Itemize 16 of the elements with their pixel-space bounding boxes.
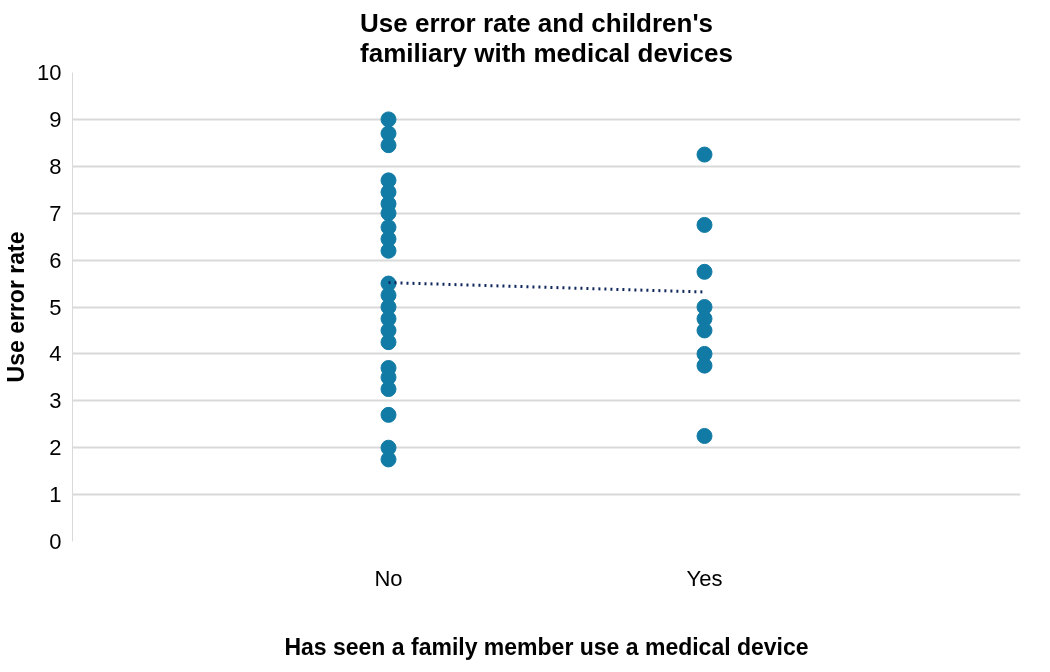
x-tick-label: Yes <box>686 565 723 591</box>
y-tick-label: 3 <box>49 388 62 414</box>
y-tick-label: 4 <box>49 341 62 367</box>
x-tick-label: No <box>374 565 403 591</box>
y-tick-label: 2 <box>49 435 62 461</box>
y-tick-label: 0 <box>49 529 62 554</box>
y-tick-label: 9 <box>49 106 62 132</box>
x-axis-title: Has seen a family member use a medical device <box>284 633 809 660</box>
y-tick-label: 5 <box>49 294 62 320</box>
y-tick-label: 10 <box>37 60 62 85</box>
y-axis-title: Use error rate <box>3 231 30 383</box>
y-tick-label: 1 <box>49 482 62 508</box>
y-tick-label: 8 <box>49 153 62 179</box>
chart-title: Use error rate and children's familiary with medical devices <box>360 7 733 68</box>
y-tick-label: 7 <box>49 200 62 226</box>
y-tick-label: 6 <box>49 247 62 273</box>
